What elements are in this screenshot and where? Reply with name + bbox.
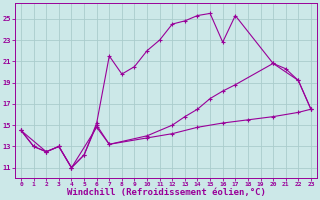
X-axis label: Windchill (Refroidissement éolien,°C): Windchill (Refroidissement éolien,°C) <box>67 188 265 197</box>
